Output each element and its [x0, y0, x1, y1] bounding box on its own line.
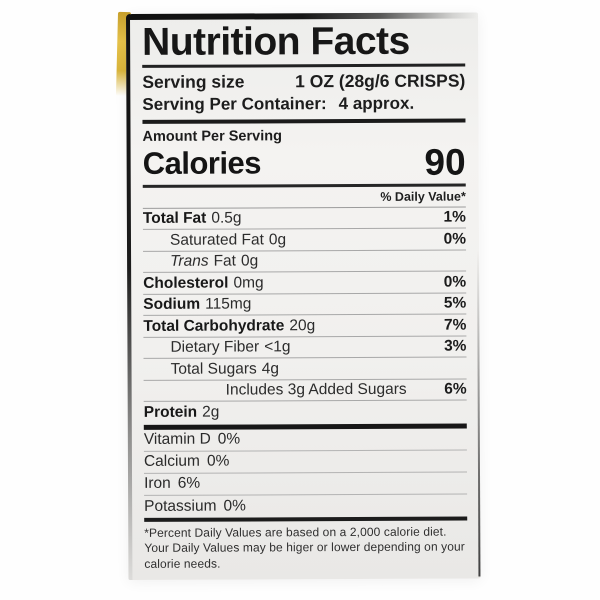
serving-size-row: Serving size 1 OZ (28g/6 CRISPS): [142, 68, 465, 93]
calories-row: Calories 90: [142, 141, 466, 183]
nutrient-row-total-fat: Total Fat 0.5g 1%: [142, 207, 466, 231]
nutrient-amount: 0mg: [233, 274, 264, 292]
nutrient-name: Sodium: [143, 295, 201, 314]
vitamin-name: Vitamin D: [143, 430, 211, 449]
nutrient-amount: 20g: [289, 316, 316, 334]
title-rule: [142, 63, 466, 68]
nutrient-amount: 0g: [240, 252, 259, 270]
separator-bar: [144, 516, 468, 522]
nutrient-amount: 115mg: [205, 295, 252, 313]
nutrient-row-saturated-fat: Saturated Fat 0g 0%: [142, 228, 467, 252]
vitamin-name: Potassium: [144, 497, 217, 515]
nutrient-name: Protein: [143, 403, 198, 422]
vitamin-row-vitamin-d: Vitamin D 0%: [143, 428, 467, 452]
nutrient-name: Includes 3g Added Sugars: [225, 380, 407, 399]
daily-value-header: % Daily Value*: [142, 186, 466, 209]
servings-per-container-value: 4 approx.: [338, 93, 415, 113]
nutrient-daily-value: 1%: [443, 208, 466, 226]
nutrient-name: Dietary Fiber: [170, 338, 260, 356]
vitamin-row-iron: Iron 6%: [144, 472, 468, 496]
vitamin-row-potassium: Potassium 0%: [144, 494, 467, 517]
calories-value: 90: [424, 141, 466, 183]
nutrient-name: Cholesterol: [143, 274, 229, 292]
nutrient-row-protein: Protein 2g: [144, 401, 467, 424]
nutrient-row-cholesterol: Cholesterol 0mg 0%: [143, 271, 467, 295]
daily-value-footnote: *Percent Daily Values are based on a 2,0…: [144, 524, 467, 572]
vitamin-value: 6%: [177, 474, 201, 492]
vitamin-value: 0%: [217, 430, 241, 448]
nutrient-row-dietary-fiber: Dietary Fiber <1g 3%: [143, 336, 467, 360]
nutrient-row-trans-fat: Trans Fat 0g: [143, 250, 467, 274]
footnote-line: calorie needs.: [144, 556, 221, 571]
nutrient-amount: 0.5g: [211, 209, 242, 227]
serving-size-value: 1 OZ (28g/6 CRISPS): [295, 70, 466, 92]
nutrient-amount: 4g: [261, 359, 280, 378]
vitamin-value: 0%: [223, 497, 246, 515]
nutrient-amount: 2g: [202, 403, 220, 421]
servings-per-container-label: Serving Per Container:: [142, 94, 327, 114]
nutrient-daily-value: 0%: [443, 230, 467, 248]
nutrient-daily-value: 6%: [444, 380, 467, 398]
footnote-line: Your Daily Values may be higer or lower …: [144, 539, 465, 555]
nutrient-daily-value: 7%: [443, 316, 467, 334]
vitamin-name: Calcium: [143, 452, 200, 471]
nutrient-name: Trans: [170, 252, 209, 270]
label-title: Nutrition Facts: [142, 19, 410, 64]
calories-label: Calories: [142, 145, 262, 181]
nutrient-row-total-carbohydrate: Total Carbohydrate 20g 7%: [143, 314, 467, 338]
nutrient-name: Total Fat: [142, 209, 207, 228]
nutrient-row-sodium: Sodium 115mg 5%: [143, 293, 467, 317]
nutrient-daily-value: 5%: [443, 294, 467, 312]
nutrient-row-total-sugars: Total Sugars 4g: [143, 357, 467, 381]
label-right-edge: [477, 250, 481, 577]
nutrient-name-2: Fat: [213, 252, 237, 270]
nutrient-amount: <1g: [264, 338, 291, 356]
label-content: Nutrition Facts Serving size 1 OZ (28g/6…: [142, 19, 468, 572]
footnote-line: *Percent Daily Values are based on a 2,0…: [144, 524, 447, 540]
serving-size-label: Serving size: [142, 71, 245, 92]
servings-per-container-row: Serving Per Container: 4 approx.: [142, 92, 465, 115]
nutrient-name: Total Carbohydrate: [143, 316, 285, 335]
nutrient-name: Total Sugars: [170, 360, 257, 378]
nutrient-daily-value: 0%: [443, 273, 467, 291]
nutrient-name: Saturated Fat: [169, 231, 264, 249]
vitamin-value: 0%: [206, 452, 230, 470]
nutrition-facts-panel: Nutrition Facts Serving size 1 OZ (28g/6…: [126, 12, 481, 580]
separator-bar: [142, 118, 466, 124]
nutrient-daily-value: 3%: [444, 337, 467, 355]
nutrient-row-added-sugars: Includes 3g Added Sugars 6%: [143, 379, 467, 403]
amount-per-serving-label: Amount Per Serving: [142, 128, 282, 145]
vitamin-name: Iron: [144, 474, 171, 493]
nutrient-amount: 0g: [268, 230, 287, 249]
vitamin-row-calcium: Calcium 0%: [143, 450, 468, 474]
